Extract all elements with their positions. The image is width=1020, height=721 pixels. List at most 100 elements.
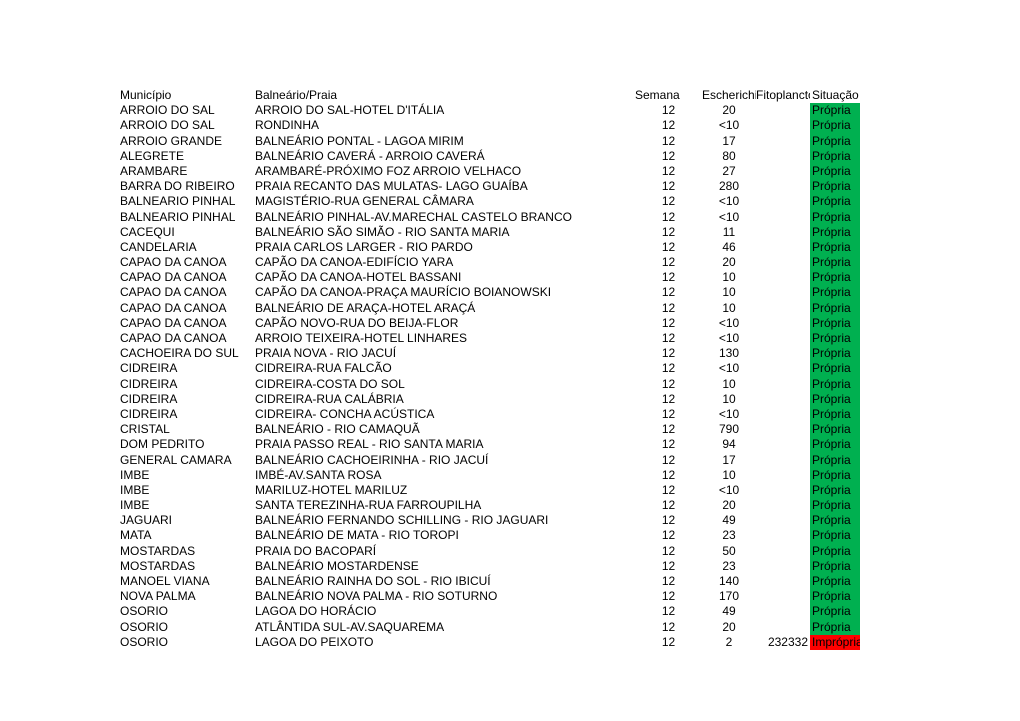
cell-semana: 12 [635,103,702,118]
cell-situacao: Própria [810,240,860,255]
cell-fitoplancto [756,346,810,361]
cell-escherichia: 130 [702,346,756,361]
cell-fitoplancto [756,301,810,316]
cell-semana: 12 [635,134,702,149]
cell-escherichia: 10 [702,301,756,316]
cell-semana: 12 [635,316,702,331]
cell-municipio: MANOEL VIANA [120,574,255,589]
cell-escherichia: <10 [702,194,756,209]
cell-escherichia: 80 [702,149,756,164]
cell-escherichia: 140 [702,574,756,589]
cell-praia: CAPÃO NOVO-RUA DO BEIJA-FLOR [255,316,635,331]
cell-fitoplancto [756,134,810,149]
cell-fitoplancto [756,604,810,619]
cell-escherichia: 790 [702,422,756,437]
cell-praia: CIDREIRA-RUA CALÁBRIA [255,392,635,407]
cell-situacao: Própria [810,316,860,331]
cell-situacao: Própria [810,528,860,543]
cell-fitoplancto [756,468,810,483]
cell-escherichia: 280 [702,179,756,194]
cell-situacao: Própria [810,361,860,376]
table-row: BALNEARIO PINHALBALNEÁRIO PINHAL-AV.MARE… [120,210,900,225]
cell-municipio: ARROIO DO SAL [120,118,255,133]
cell-semana: 12 [635,544,702,559]
cell-semana: 12 [635,392,702,407]
cell-situacao: Própria [810,407,860,422]
table-row: CACHOEIRA DO SULPRAIA NOVA - RIO JACUÍ12… [120,346,900,361]
table-row: CAPAO DA CANOAARROIO TEIXEIRA-HOTEL LINH… [120,331,900,346]
cell-escherichia: 20 [702,620,756,635]
cell-escherichia: <10 [702,483,756,498]
cell-escherichia: 27 [702,164,756,179]
cell-escherichia: 20 [702,498,756,513]
cell-praia: ATLÂNTIDA SUL-AV.SAQUAREMA [255,620,635,635]
rows-container: ARROIO DO SALARROIO DO SAL-HOTEL D'ITÁLI… [120,103,900,650]
cell-semana: 12 [635,346,702,361]
cell-escherichia: 50 [702,544,756,559]
cell-municipio: ARROIO DO SAL [120,103,255,118]
cell-praia: CIDREIRA- CONCHA ACÚSTICA [255,407,635,422]
cell-praia: BALNEÁRIO CACHOEIRINHA - RIO JACUÍ [255,453,635,468]
cell-situacao: Própria [810,589,860,604]
cell-situacao: Própria [810,194,860,209]
cell-municipio: ARROIO GRANDE [120,134,255,149]
header-semana: Semana [635,88,702,103]
cell-municipio: MOSTARDAS [120,544,255,559]
cell-escherichia: 46 [702,240,756,255]
table-row: MOSTARDASBALNEÁRIO MOSTARDENSE1223Própri… [120,559,900,574]
cell-praia: ARAMBARÉ-PRÓXIMO FOZ ARROIO VELHACO [255,164,635,179]
cell-praia: LAGOA DO PEIXOTO [255,635,635,650]
cell-semana: 12 [635,240,702,255]
cell-escherichia: 11 [702,225,756,240]
cell-semana: 12 [635,285,702,300]
cell-situacao: Própria [810,377,860,392]
cell-fitoplancto [756,361,810,376]
cell-fitoplancto [756,620,810,635]
cell-semana: 12 [635,528,702,543]
header-municipio: Município [120,88,255,103]
cell-fitoplancto [756,240,810,255]
cell-situacao: Própria [810,134,860,149]
cell-praia: PRAIA CARLOS LARGER - RIO PARDO [255,240,635,255]
cell-semana: 12 [635,270,702,285]
cell-semana: 12 [635,210,702,225]
cell-praia: ARROIO TEIXEIRA-HOTEL LINHARES [255,331,635,346]
table-row: CANDELARIAPRAIA CARLOS LARGER - RIO PARD… [120,240,900,255]
cell-escherichia: <10 [702,210,756,225]
cell-situacao: Própria [810,453,860,468]
cell-semana: 12 [635,331,702,346]
cell-praia: BALNEÁRIO - RIO CAMAQUÃ [255,422,635,437]
cell-semana: 12 [635,361,702,376]
cell-escherichia: <10 [702,331,756,346]
cell-municipio: CIDREIRA [120,361,255,376]
cell-fitoplancto [756,225,810,240]
cell-praia: BALNEÁRIO MOSTARDENSE [255,559,635,574]
cell-praia: BALNEÁRIO PONTAL - LAGOA MIRIM [255,134,635,149]
cell-fitoplancto [756,528,810,543]
cell-situacao: Própria [810,103,860,118]
cell-praia: BALNEÁRIO FERNANDO SCHILLING - RIO JAGUA… [255,513,635,528]
header-praia: Balneário/Praia [255,88,635,103]
cell-situacao: Própria [810,118,860,133]
table-row: CRISTALBALNEÁRIO - RIO CAMAQUÃ12790Própr… [120,422,900,437]
cell-fitoplancto [756,544,810,559]
cell-situacao: Própria [810,255,860,270]
cell-fitoplancto [756,255,810,270]
table-row: IMBEMARILUZ-HOTEL MARILUZ12<10Própria [120,483,900,498]
cell-escherichia: 17 [702,453,756,468]
cell-fitoplancto [756,437,810,452]
cell-fitoplancto [756,453,810,468]
cell-situacao: Própria [810,346,860,361]
table-row: CIDREIRACIDREIRA-RUA CALÁBRIA1210Própria [120,392,900,407]
table-row: IMBESANTA TEREZINHA-RUA FARROUPILHA1220P… [120,498,900,513]
table-row: NOVA PALMABALNEÁRIO NOVA PALMA - RIO SOT… [120,589,900,604]
cell-municipio: IMBE [120,468,255,483]
cell-semana: 12 [635,255,702,270]
cell-fitoplancto [756,103,810,118]
cell-escherichia: 23 [702,559,756,574]
cell-fitoplancto [756,513,810,528]
cell-fitoplancto: 232332 [756,635,810,650]
data-table: Município Balneário/Praia Semana Escheri… [120,88,900,650]
cell-praia: BALNEÁRIO RAINHA DO SOL - RIO IBICUÍ [255,574,635,589]
cell-situacao: Própria [810,513,860,528]
